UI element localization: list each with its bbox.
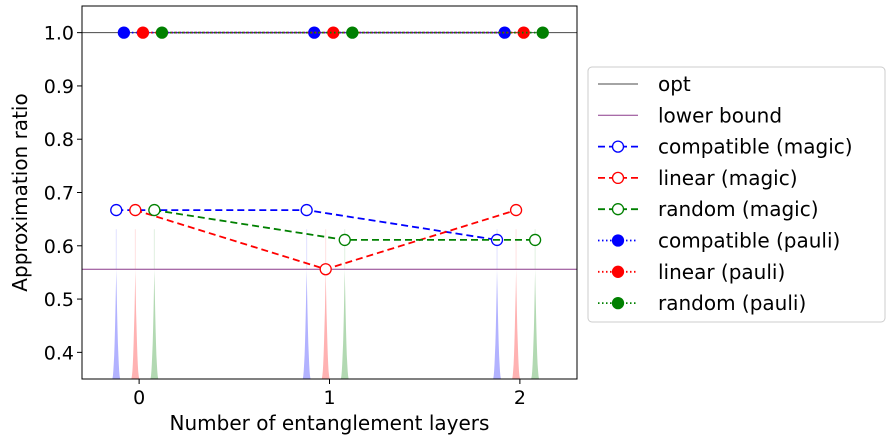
legend-label-0: opt (658, 72, 691, 96)
distribution-spike-3 (302, 269, 311, 379)
series-point-1-0 (129, 203, 142, 217)
legend-label-2: compatible (magic) (658, 135, 853, 159)
legend-label-1: lower bound (658, 103, 782, 127)
distribution-spike-0 (112, 269, 121, 379)
x-axis-label: Number of entanglement layers (170, 411, 490, 435)
distribution-spike-2 (150, 269, 159, 379)
legend-label-3: linear (magic) (658, 166, 798, 190)
y-tick-label-5: 0.9 (44, 76, 74, 98)
series-point-0-1 (300, 203, 313, 217)
series-point-4-0 (136, 26, 150, 39)
y-axis-label: Approximation ratio (8, 93, 32, 291)
legend-label-6: linear (pauli) (658, 260, 785, 284)
series-point-1-2 (509, 203, 523, 217)
y-tick-label-2: 0.6 (44, 236, 74, 258)
series-point-5-1 (346, 26, 359, 39)
legend-label-4: random (magic) (658, 197, 819, 221)
legend-marker-3 (611, 171, 625, 185)
distribution-spike-1 (131, 269, 140, 379)
series-point-2-1 (338, 233, 351, 247)
series-point-5-0 (155, 26, 169, 39)
series-point-1-1 (319, 263, 332, 276)
x-tick-label-1: 1 (323, 387, 335, 409)
x-tick-label-2: 2 (514, 387, 526, 409)
axis-ticks: 0.4 0.5 0.6 0.7 0.8 0.9 1.0 0 1 2 (44, 23, 526, 409)
plot-area (82, 26, 577, 379)
x-tick-label-0: 0 (133, 387, 145, 409)
plot-frame (81, 5, 578, 380)
legend-frame (587, 66, 886, 323)
series-point-0-0 (110, 203, 123, 217)
legend-marker-4 (611, 203, 625, 216)
distribution-spike-8 (530, 269, 540, 379)
distribution-spike-4 (321, 269, 330, 379)
y-tick-label-1: 0.5 (44, 289, 74, 311)
y-tick-label-6: 1.0 (44, 23, 74, 45)
distribution-spike-7 (511, 269, 521, 379)
legend-label-5: compatible (pauli) (658, 229, 840, 253)
series-point-3-2 (498, 26, 511, 39)
series-point-2-2 (528, 233, 542, 247)
series-point-4-2 (517, 26, 530, 39)
distribution-spike-6 (492, 269, 502, 379)
legend-marker-7 (611, 296, 625, 310)
series-point-5-2 (536, 26, 549, 39)
legend-marker-5 (611, 234, 625, 247)
series-point-2-0 (148, 203, 161, 217)
legend: opt lower bound compatible (magic) linear (… (587, 66, 886, 323)
legend-marker-6 (611, 265, 625, 278)
series-point-4-1 (327, 26, 340, 39)
y-tick-label-0: 0.4 (44, 342, 74, 364)
distribution-spike-5 (340, 269, 349, 379)
y-tick-label-4: 0.8 (44, 129, 74, 151)
legend-marker-2 (611, 140, 625, 153)
series-point-3-0 (117, 26, 131, 39)
y-tick-label-3: 0.7 (44, 183, 74, 205)
legend-label-7: random (pauli) (658, 291, 806, 315)
